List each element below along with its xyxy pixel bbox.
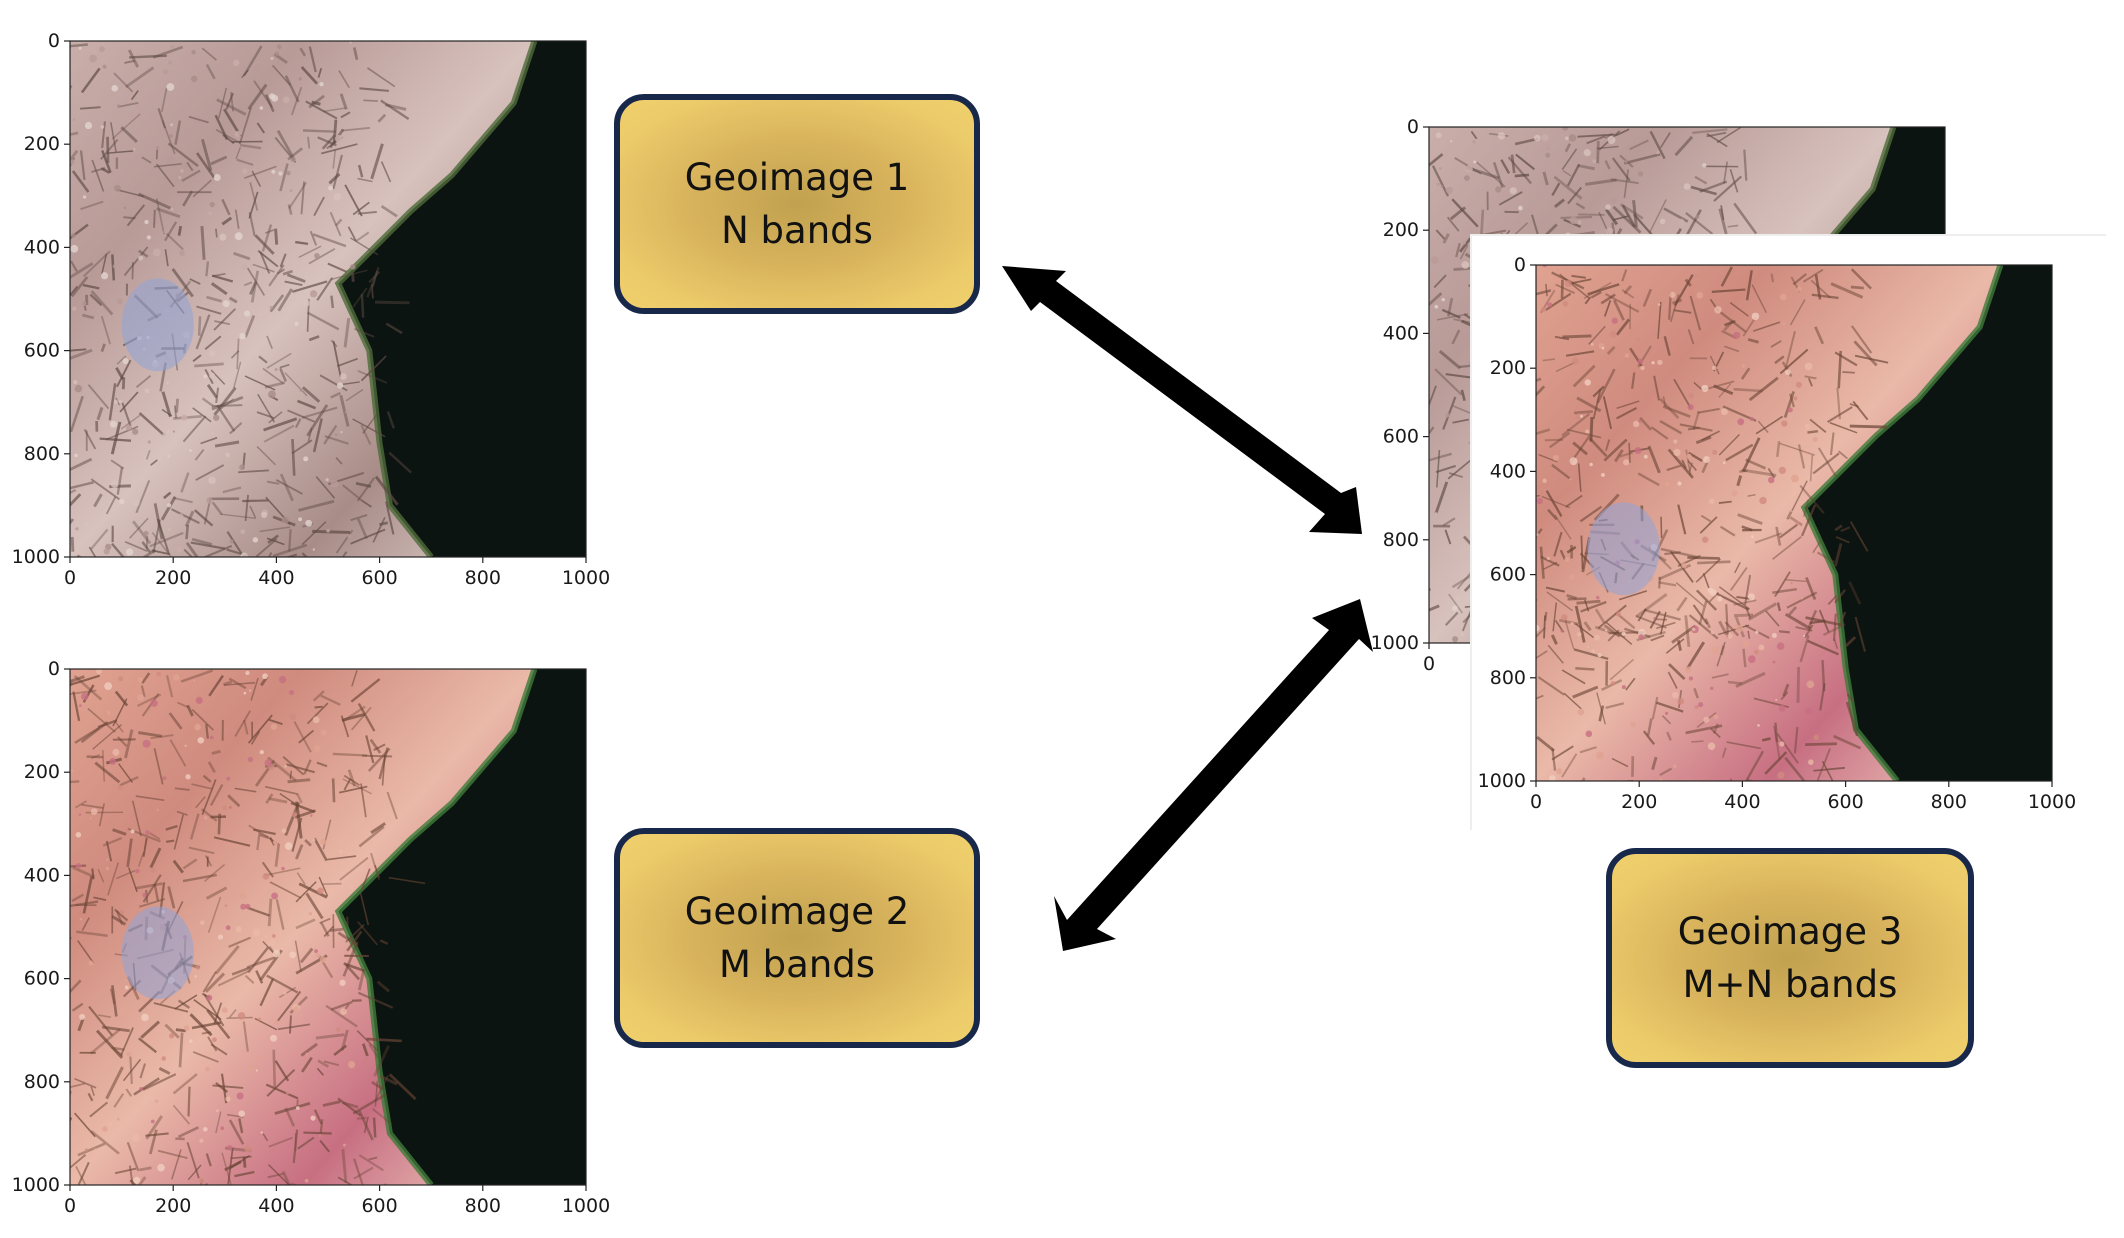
double-arrow-geoimage2-geoimage3 — [1054, 599, 1373, 951]
double-arrow-geoimage1-geoimage3 — [1002, 266, 1362, 534]
